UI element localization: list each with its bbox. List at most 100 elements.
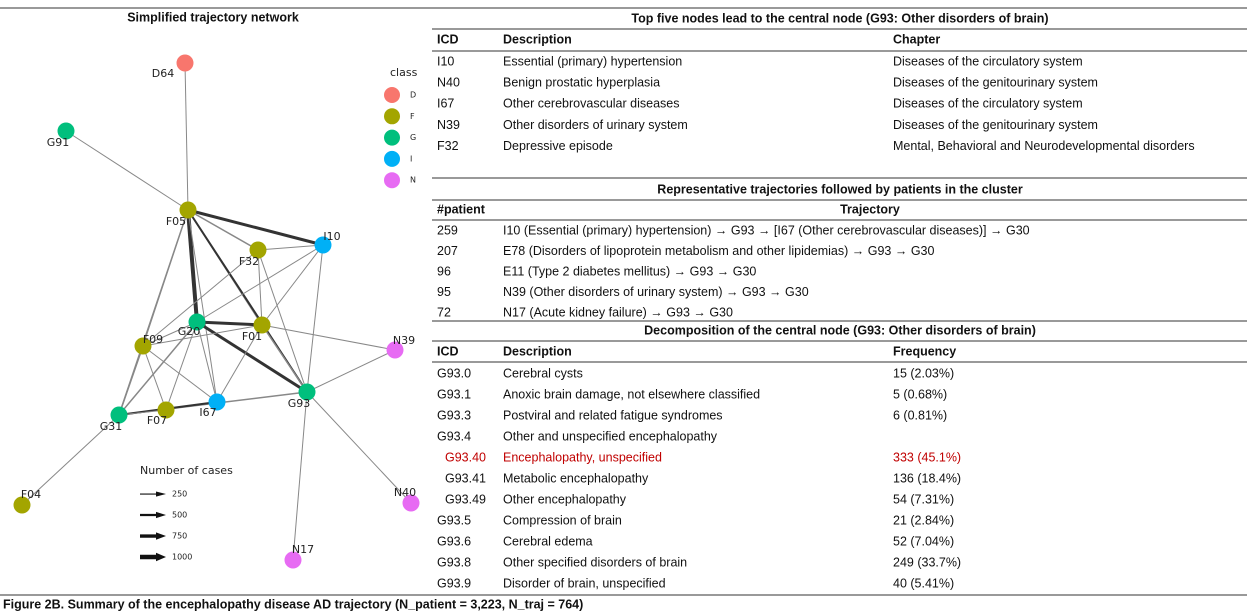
table-cell: 21 (2.84%) [893,513,954,527]
table-cell: G93.6 [437,534,471,548]
table-cell: 5 (0.68%) [893,387,947,401]
node [57,122,75,140]
edge [142,249,259,347]
edge [306,349,396,393]
edge [142,345,167,411]
table-cell: N40 [437,75,460,89]
table-cell: G93.9 [437,576,471,590]
node [188,313,206,331]
edge [196,320,263,327]
table-cell: Depressive episode [503,139,613,153]
table-cell: I10 (Essential (primary) hypertension) →… [503,223,1030,237]
table-cell: Compression of brain [503,513,622,527]
node [298,383,316,401]
legend-label: 1000 [172,553,192,562]
table-cell: G93.3 [437,408,471,422]
table-cell: 136 (18.4%) [893,471,961,485]
table-cell: I10 [437,54,454,68]
edge [184,62,189,211]
table-cell: G93.8 [437,555,471,569]
legend-label: 750 [172,532,187,541]
node-label: F01 [242,330,262,343]
table-cell: 52 (7.04%) [893,534,954,548]
table-cell: E78 (Disorders of lipoprotein metabolism… [503,244,934,258]
node [110,406,128,424]
node [284,551,302,569]
column-header: ICD [437,344,459,358]
node [13,496,31,514]
table-cell: G93.5 [437,513,471,527]
edge [306,391,412,504]
edge [196,321,218,403]
edge [65,130,189,211]
table-cell: Essential (primary) hypertension [503,54,682,68]
table-cell: 259 [437,223,458,237]
table-cell: G93.41 [445,471,486,485]
node [386,341,404,359]
edge [187,209,259,251]
table-cell: Other disorders of urinary system [503,118,688,132]
node-label: F07 [147,414,167,427]
node-label: N17 [292,543,314,556]
table-cell: 54 (7.31%) [893,492,954,506]
legend-swatch [384,108,400,125]
legend-label: I [410,154,412,163]
table-cell: 72 [437,305,451,319]
table-cell: Disorder of brain, unspecified [503,576,666,590]
table-cell: Cerebral cysts [503,366,583,380]
legend-label: D [410,91,416,100]
node-label: D64 [152,67,174,80]
edge [261,324,308,393]
node-label: N39 [393,334,415,347]
edges [21,62,412,561]
column-header: #patient [437,202,486,216]
node-label: I67 [199,406,216,419]
node-label: G20 [178,325,201,338]
legend-title: class [390,66,418,79]
column-header: Description [503,344,572,358]
node [402,494,420,512]
node-label: F04 [21,488,41,501]
edge [261,324,396,351]
node [157,401,175,419]
node-label: F09 [143,333,163,346]
table-cell: Other specified disorders of brain [503,555,687,569]
column-header: Description [503,32,572,46]
edge [292,391,308,561]
legend-swatch [384,150,400,167]
table-cell: E11 (Type 2 diabetes mellitus) → G93 → G… [503,264,756,278]
table-cell: 96 [437,264,451,278]
table-cell: Other cerebrovascular diseases [503,97,679,111]
column-header: Chapter [893,32,940,46]
node [176,54,194,72]
node-label: F32 [239,255,259,268]
edge [165,321,198,411]
legend-arrowhead [156,552,166,562]
node [134,337,152,355]
legend-arrowhead [156,511,166,519]
edge [187,208,324,247]
table-cell: 95 [437,285,451,299]
table-cell: G93.40 [445,450,486,464]
table-cell: Diseases of the genitourinary system [893,75,1098,89]
edge [216,324,263,403]
table-cell: N17 (Acute kidney failure) → G93 → G30 [503,305,733,319]
edge [257,249,308,393]
table-cell: G93.4 [437,429,471,443]
legend-swatch [384,129,400,146]
table-cell: Encephalopathy, unspecified [503,450,662,464]
legend-arrowhead [156,491,166,497]
table-cell: 207 [437,244,458,258]
edge [142,324,263,347]
node [249,241,267,259]
table-cell: Diseases of the genitourinary system [893,118,1098,132]
legend-label: F [410,112,415,121]
node [314,236,332,254]
table-title: Representative trajectories followed by … [657,182,1023,196]
edge [186,209,199,323]
table-title: Decomposition of the central node (G93: … [644,323,1036,337]
edge [21,414,120,506]
node-label: F05 [166,215,186,228]
